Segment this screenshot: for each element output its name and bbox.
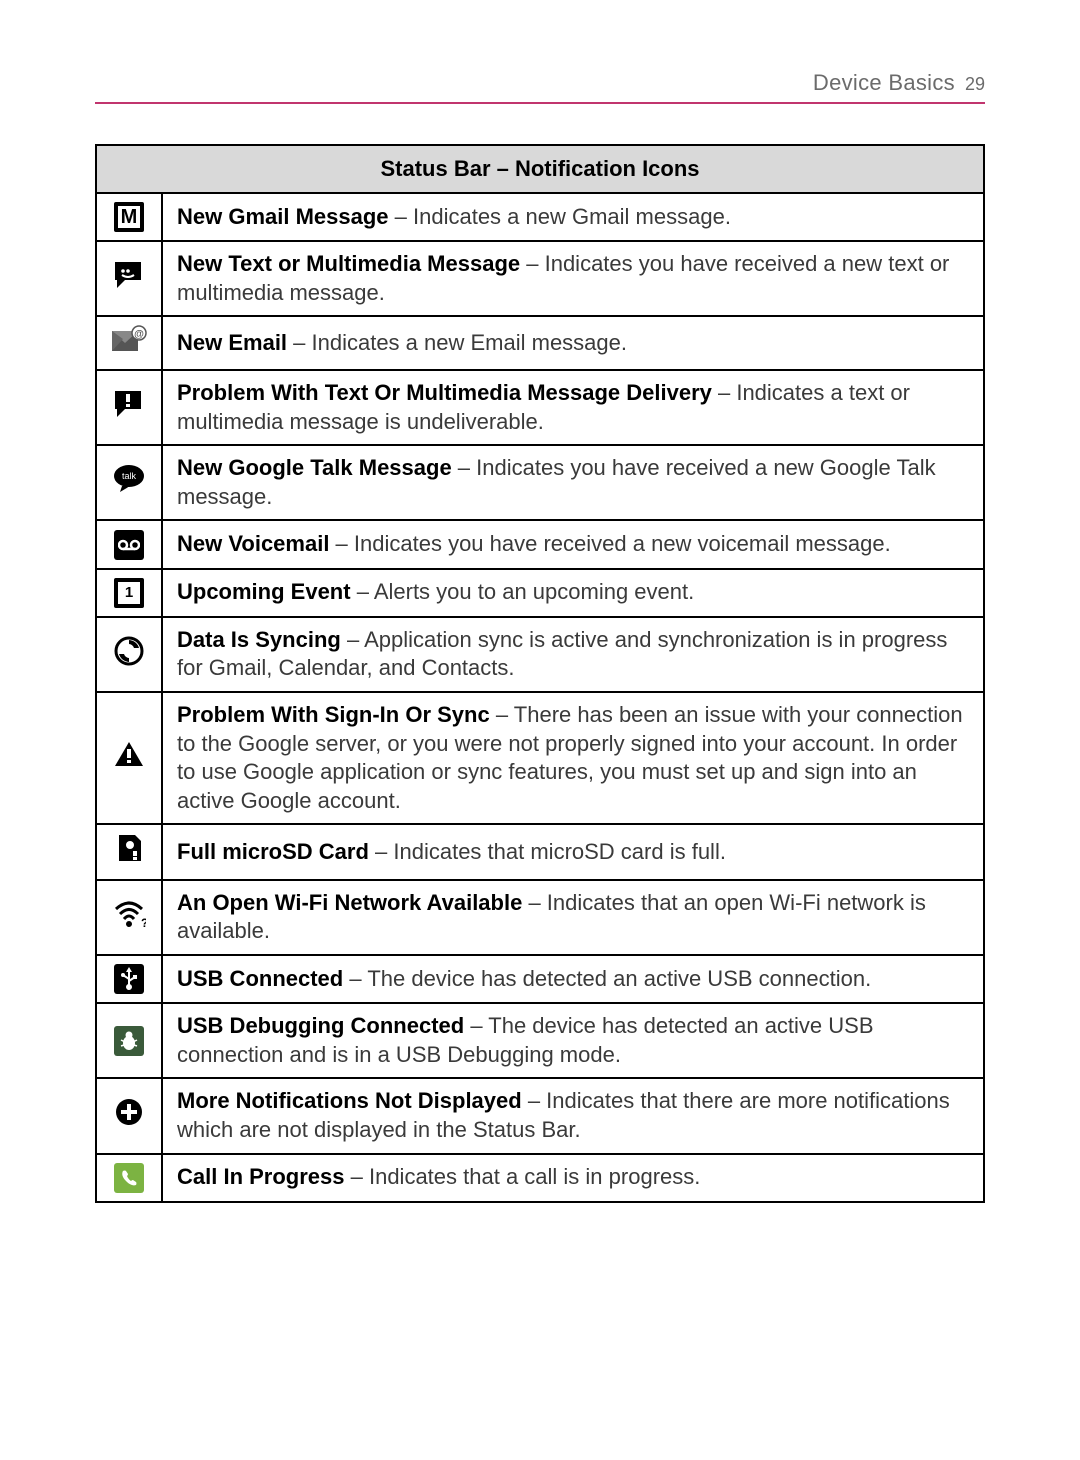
table-row: MNew Gmail Message – Indicates a new Gma… <box>96 193 984 241</box>
table-row: Problem With Sign-In Or Sync – There has… <box>96 692 984 824</box>
page-container: Device Basics 29 Status Bar – Notificati… <box>0 0 1080 1203</box>
icon-description: USB Connected – The device has detected … <box>162 955 984 1003</box>
icon-description: An Open Wi-Fi Network Available – Indica… <box>162 880 984 955</box>
sd-full-icon <box>96 824 162 880</box>
icon-description: Call In Progress – Indicates that a call… <box>162 1154 984 1202</box>
icon-description: Problem With Text Or Multimedia Message … <box>162 370 984 445</box>
usb-debug-icon <box>96 1003 162 1078</box>
svg-text:talk: talk <box>122 471 137 481</box>
svg-text:@: @ <box>134 329 144 340</box>
table-row: More Notifications Not Displayed – Indic… <box>96 1078 984 1153</box>
voicemail-icon <box>96 520 162 568</box>
table-row: Call In Progress – Indicates that a call… <box>96 1154 984 1202</box>
icon-description: New Email – Indicates a new Email messag… <box>162 316 984 370</box>
icon-description: More Notifications Not Displayed – Indic… <box>162 1078 984 1153</box>
description-body: – Indicates that a call is in progress. <box>345 1164 701 1189</box>
description-title: More Notifications Not Displayed <box>177 1088 522 1113</box>
sms-icon <box>96 241 162 316</box>
section-title: Device Basics <box>813 70 955 96</box>
description-title: New Email <box>177 330 287 355</box>
table-title: Status Bar – Notification Icons <box>96 145 984 193</box>
description-title: USB Debugging Connected <box>177 1013 464 1038</box>
description-body: – Indicates a new Email message. <box>287 330 627 355</box>
email-icon: @ <box>96 316 162 370</box>
description-title: New Voicemail <box>177 531 329 556</box>
description-title: Data Is Syncing <box>177 627 341 652</box>
description-title: An Open Wi-Fi Network Available <box>177 890 522 915</box>
notification-icons-table: Status Bar – Notification Icons MNew Gma… <box>95 144 985 1203</box>
table-row: talk New Google Talk Message – Indicates … <box>96 445 984 520</box>
icon-description: Upcoming Event – Alerts you to an upcomi… <box>162 569 984 617</box>
description-title: New Google Talk Message <box>177 455 452 480</box>
table-row: Full microSD Card – Indicates that micro… <box>96 824 984 880</box>
description-body: – Indicates a new Gmail message. <box>389 204 731 229</box>
table-row: Problem With Text Or Multimedia Message … <box>96 370 984 445</box>
gmail-icon: M <box>96 193 162 241</box>
sync-icon <box>96 617 162 692</box>
svg-text:?: ? <box>141 916 146 929</box>
description-title: New Gmail Message <box>177 204 389 229</box>
description-body: – Indicates you have received a new voic… <box>329 531 890 556</box>
wifi-open-icon: ? <box>96 880 162 955</box>
more-icon <box>96 1078 162 1153</box>
table-row: 1Upcoming Event – Alerts you to an upcom… <box>96 569 984 617</box>
description-title: Upcoming Event <box>177 579 351 604</box>
icon-description: New Text or Multimedia Message – Indicat… <box>162 241 984 316</box>
sms-error-icon <box>96 370 162 445</box>
table-row: New Voicemail – Indicates you have recei… <box>96 520 984 568</box>
description-body: – The device has detected an active USB … <box>343 966 871 991</box>
usb-icon <box>96 955 162 1003</box>
table-row: New Text or Multimedia Message – Indicat… <box>96 241 984 316</box>
icon-description: New Gmail Message – Indicates a new Gmai… <box>162 193 984 241</box>
icon-description: New Voicemail – Indicates you have recei… <box>162 520 984 568</box>
description-body: – Indicates that microSD card is full. <box>369 839 726 864</box>
icon-description: New Google Talk Message – Indicates you … <box>162 445 984 520</box>
warning-icon <box>96 692 162 824</box>
icon-description: Full microSD Card – Indicates that micro… <box>162 824 984 880</box>
icon-description: Problem With Sign-In Or Sync – There has… <box>162 692 984 824</box>
page-number: 29 <box>965 74 985 95</box>
table-row: USB Connected – The device has detected … <box>96 955 984 1003</box>
event-icon: 1 <box>96 569 162 617</box>
description-title: Problem With Sign-In Or Sync <box>177 702 490 727</box>
table-row: @ New Email – Indicates a new Email messa… <box>96 316 984 370</box>
description-title: Call In Progress <box>177 1164 345 1189</box>
page-header: Device Basics 29 <box>95 70 985 104</box>
description-title: Problem With Text Or Multimedia Message … <box>177 380 712 405</box>
icon-description: USB Debugging Connected – The device has… <box>162 1003 984 1078</box>
call-icon <box>96 1154 162 1202</box>
table-row: USB Debugging Connected – The device has… <box>96 1003 984 1078</box>
description-title: New Text or Multimedia Message <box>177 251 520 276</box>
icon-description: Data Is Syncing – Application sync is ac… <box>162 617 984 692</box>
table-row: ? An Open Wi-Fi Network Available – Indic… <box>96 880 984 955</box>
table-row: Data Is Syncing – Application sync is ac… <box>96 617 984 692</box>
gtalk-icon: talk <box>96 445 162 520</box>
description-title: Full microSD Card <box>177 839 369 864</box>
description-body: – Alerts you to an upcoming event. <box>351 579 695 604</box>
description-title: USB Connected <box>177 966 343 991</box>
